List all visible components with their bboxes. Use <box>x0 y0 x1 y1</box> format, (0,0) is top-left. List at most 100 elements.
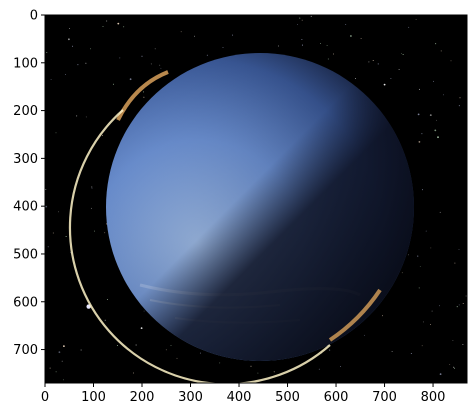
star <box>458 248 460 250</box>
star <box>112 83 114 85</box>
star <box>453 366 455 368</box>
star <box>465 295 467 297</box>
axes-frame <box>44 14 468 384</box>
star <box>199 352 201 354</box>
star <box>69 27 71 29</box>
star <box>47 246 49 248</box>
x-tick-label: 700 <box>372 390 397 405</box>
star <box>143 91 145 93</box>
star <box>421 133 423 135</box>
star <box>456 306 458 308</box>
star <box>327 58 329 60</box>
star <box>430 247 432 249</box>
star <box>141 55 143 57</box>
star <box>410 352 412 354</box>
star <box>106 20 108 22</box>
x-tick-label: 300 <box>178 390 203 405</box>
star <box>143 310 145 312</box>
star <box>80 349 82 351</box>
star <box>431 310 433 312</box>
star <box>418 141 421 143</box>
star <box>76 115 78 117</box>
star <box>340 365 341 367</box>
star <box>391 350 393 352</box>
star <box>299 17 301 19</box>
star <box>133 372 134 374</box>
star <box>398 69 400 71</box>
x-axis: 0 100 200 300 400 500 600 700 800 <box>41 383 445 405</box>
star <box>383 83 386 86</box>
star <box>350 35 352 37</box>
star <box>91 186 93 188</box>
star <box>345 24 347 25</box>
star <box>430 324 431 326</box>
star <box>408 26 410 28</box>
star <box>422 189 423 191</box>
star <box>360 37 362 39</box>
star <box>401 272 403 274</box>
star <box>154 48 156 50</box>
y-tick-label: 200 <box>13 104 38 119</box>
rim-light <box>68 109 331 383</box>
star <box>422 321 424 323</box>
star <box>443 94 444 96</box>
star <box>372 60 374 62</box>
star <box>106 223 108 225</box>
star <box>119 57 121 59</box>
star <box>429 114 432 116</box>
star <box>454 367 456 369</box>
star <box>418 287 420 289</box>
star <box>232 34 234 36</box>
star <box>55 132 57 134</box>
star <box>333 53 334 55</box>
star <box>301 19 303 21</box>
star <box>301 44 303 46</box>
star <box>418 88 420 90</box>
star <box>140 327 143 329</box>
star <box>68 38 70 41</box>
terminator-glow-top <box>116 70 169 121</box>
y-tick-label: 500 <box>13 247 38 262</box>
star <box>250 365 252 367</box>
star <box>176 357 178 359</box>
star <box>390 78 392 80</box>
y-tick-label: 0 <box>30 9 38 24</box>
star <box>58 351 61 354</box>
star <box>90 48 92 50</box>
star <box>257 372 259 374</box>
star <box>170 344 172 346</box>
star <box>63 345 65 347</box>
star <box>194 35 196 37</box>
star <box>58 211 60 213</box>
star <box>433 80 434 82</box>
star <box>94 230 95 232</box>
star <box>129 78 132 81</box>
star <box>297 24 298 25</box>
star <box>61 360 63 362</box>
x-tick-label: 600 <box>324 390 349 405</box>
star <box>326 45 328 47</box>
star <box>449 364 451 365</box>
star <box>377 63 379 65</box>
star <box>85 116 87 118</box>
star <box>417 113 420 116</box>
star <box>91 187 93 189</box>
star <box>402 54 404 55</box>
star <box>368 61 370 63</box>
star <box>454 262 456 264</box>
star <box>408 254 409 256</box>
star <box>52 232 54 234</box>
star <box>434 129 437 132</box>
star <box>450 60 452 62</box>
star <box>123 26 125 28</box>
y-tick-label: 400 <box>13 200 38 215</box>
x-tick-label: 400 <box>227 390 252 405</box>
star <box>439 305 441 307</box>
star <box>355 77 356 79</box>
star <box>50 79 52 81</box>
star <box>439 373 442 375</box>
star <box>104 232 106 234</box>
star <box>90 207 92 209</box>
y-axis: 0 100 200 300 400 500 600 700 <box>13 9 45 358</box>
